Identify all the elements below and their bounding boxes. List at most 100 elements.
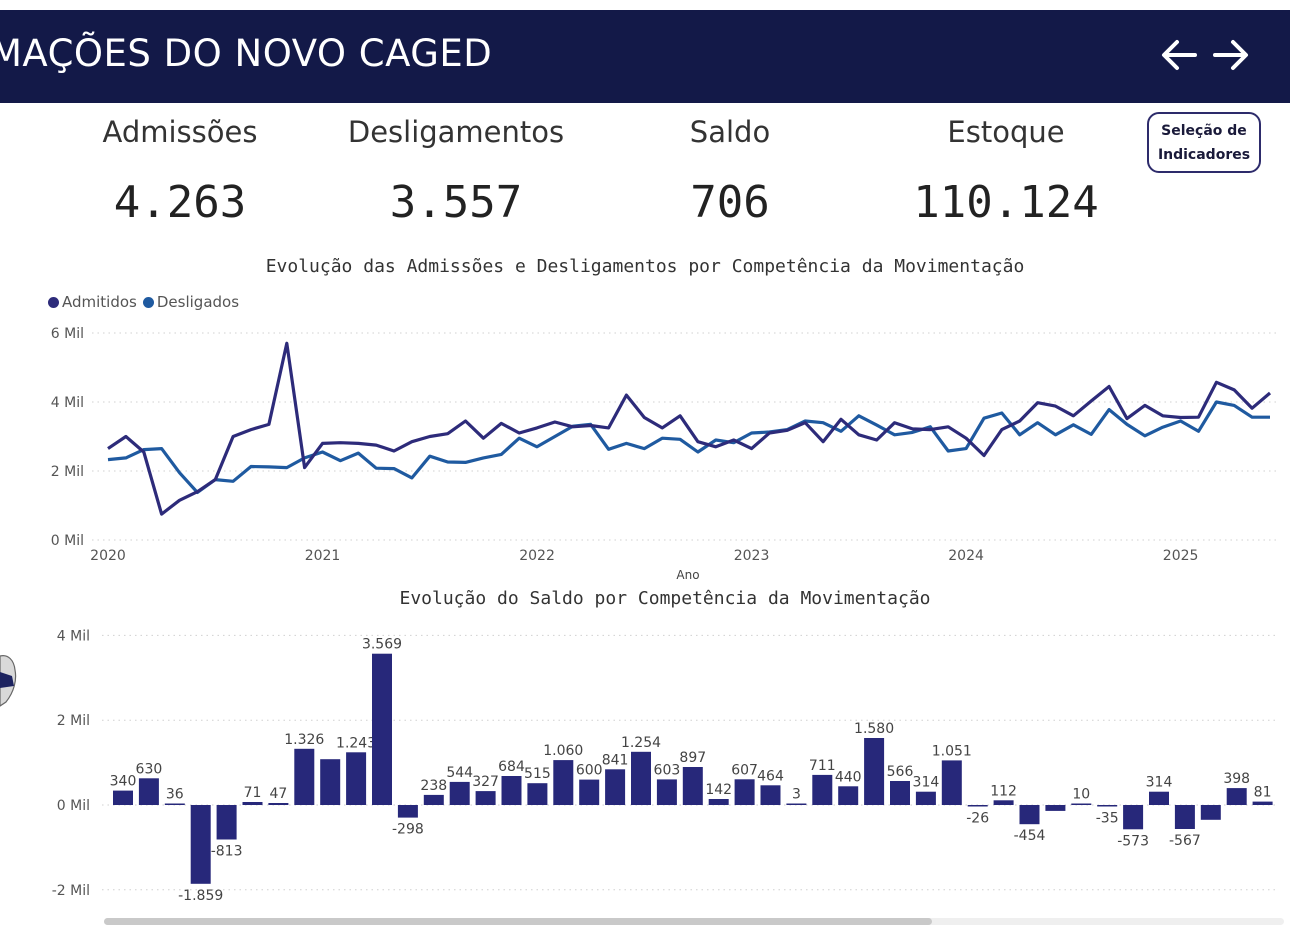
horizontal-scrollbar[interactable]	[104, 918, 1284, 925]
saldo-data-label: 10	[1072, 787, 1090, 803]
saldo-bar[interactable]	[527, 783, 548, 805]
bar-chart-y-tick-label: 0 Mil	[57, 798, 90, 814]
saldo-bar[interactable]	[786, 803, 807, 806]
saldo-bar[interactable]	[372, 653, 392, 805]
bar-chart-y-tick-label: -2 Mil	[52, 883, 90, 899]
saldo-bar[interactable]	[941, 760, 962, 805]
saldo-data-label: -35	[1096, 811, 1119, 827]
saldo-bar[interactable]	[682, 767, 703, 805]
saldo-bar[interactable]	[423, 794, 444, 805]
arrow-right-icon	[1213, 40, 1248, 70]
saldo-data-label: 1.580	[854, 721, 894, 737]
saldo-bar[interactable]	[216, 805, 237, 840]
saldo-bar[interactable]	[320, 759, 341, 805]
saldo-bar[interactable]	[268, 803, 289, 805]
saldo-bar[interactable]	[346, 752, 367, 805]
saldo-bar[interactable]	[449, 781, 470, 805]
line-chart-legend: Admitidos Desligados	[48, 293, 245, 311]
series-line-admitidos[interactable]	[107, 341, 1272, 516]
line-chart-x-tick-label: 2020	[90, 548, 126, 564]
line-chart-y-tick-label: 2 Mil	[51, 464, 84, 480]
saldo-data-label: 566	[887, 764, 914, 780]
saldo-data-label: 71	[244, 785, 262, 801]
bar-chart-y-tick-label: 4 Mil	[57, 628, 90, 644]
saldo-data-label: 630	[136, 761, 163, 777]
saldo-bar[interactable]	[967, 805, 988, 807]
saldo-data-label: -454	[1014, 828, 1046, 844]
saldo-bar[interactable]	[631, 751, 651, 805]
saldo-bar[interactable]	[656, 779, 677, 805]
saldo-bar[interactable]	[1226, 788, 1247, 805]
scrollbar-thumb[interactable]	[104, 918, 932, 925]
kpi-estoque-value: 110.124	[913, 177, 1099, 228]
saldo-bar[interactable]	[553, 760, 574, 805]
legend-item-admitidos[interactable]: Admitidos	[48, 293, 137, 311]
saldo-bar[interactable]	[1149, 791, 1169, 805]
saldo-data-label: 36	[166, 787, 184, 803]
indicator-selection-button[interactable]: Seleção de Indicadores	[1147, 112, 1261, 173]
saldo-bar[interactable]	[1097, 805, 1118, 807]
saldo-data-label: -567	[1169, 833, 1201, 849]
kpi-desligamentos-value: 3.557	[389, 177, 523, 228]
kpi-saldo: Saldo 706	[600, 112, 860, 228]
saldo-data-label: 440	[835, 769, 862, 785]
saldo-bar[interactable]	[475, 791, 496, 805]
saldo-bar[interactable]	[294, 748, 315, 805]
saldo-bar[interactable]	[190, 805, 211, 884]
saldo-bar[interactable]	[734, 779, 755, 805]
saldo-bar[interactable]	[1174, 805, 1195, 829]
series-line-desligados[interactable]	[107, 400, 1270, 494]
saldo-bar[interactable]	[501, 776, 522, 805]
saldo-bar[interactable]	[1045, 805, 1066, 811]
line-chart-y-tick-label: 4 Mil	[51, 395, 84, 411]
saldo-bar[interactable]	[242, 802, 263, 805]
saldo-bar[interactable]	[864, 738, 885, 805]
legend-item-desligados[interactable]: Desligados	[142, 293, 240, 311]
saldo-data-label: 238	[420, 778, 447, 794]
saldo-bar[interactable]	[113, 790, 133, 805]
kpi-admissoes-value: 4.263	[113, 177, 247, 228]
saldo-bar[interactable]	[138, 778, 159, 805]
saldo-bar[interactable]	[838, 786, 859, 805]
saldo-bar[interactable]	[760, 785, 781, 805]
saldo-data-label: 1.060	[543, 743, 583, 759]
header-bar: MAÇÕES DO NOVO CAGED	[0, 10, 1290, 103]
saldo-data-label: 897	[679, 750, 706, 766]
saldo-bar[interactable]	[1252, 801, 1273, 805]
saldo-data-label: 398	[1223, 771, 1250, 787]
line-chart-x-tick-label: 2023	[734, 548, 770, 564]
saldo-data-label: -573	[1117, 833, 1149, 849]
line-chart[interactable]: 0 Mil 2 Mil 4 Mil 6 Mil 2020 2021 2022 2023 2024…	[0, 320, 1290, 590]
saldo-bar[interactable]	[1200, 805, 1221, 820]
back-button[interactable]	[1156, 32, 1202, 78]
saldo-data-label: 3.569	[362, 637, 402, 653]
saldo-bar[interactable]	[1071, 803, 1092, 806]
saldo-bar[interactable]	[812, 774, 833, 805]
legend-dot-admitidos	[48, 296, 59, 308]
saldo-bar[interactable]	[993, 800, 1014, 805]
line-chart-y-tick-label: 6 Mil	[51, 326, 84, 342]
saldo-bar[interactable]	[1123, 805, 1144, 830]
saldo-bar[interactable]	[397, 805, 418, 818]
saldo-bar[interactable]	[164, 803, 185, 806]
saldo-bar[interactable]	[890, 781, 910, 805]
saldo-bar[interactable]	[915, 791, 936, 805]
saldo-data-label: 841	[602, 752, 629, 768]
saldo-data-label: -298	[392, 822, 424, 838]
saldo-bar[interactable]	[605, 769, 626, 805]
saldo-data-label: 314	[913, 775, 940, 791]
line-chart-x-tick-label: 2022	[519, 548, 555, 564]
saldo-data-label: 1.326	[284, 732, 324, 748]
saldo-bar[interactable]	[1019, 805, 1040, 825]
saldo-data-label: -26	[966, 811, 989, 827]
page-title: MAÇÕES DO NOVO CAGED	[0, 32, 493, 75]
saldo-bar[interactable]	[579, 779, 600, 805]
saldo-data-label: 3	[792, 787, 801, 803]
saldo-bar[interactable]	[708, 799, 729, 805]
saldo-data-label: 711	[809, 758, 836, 774]
kpi-estoque-label: Estoque	[947, 115, 1065, 149]
legend-label-desligados: Desligados	[156, 293, 240, 311]
line-chart-title: Evolução das Admissões e Desligamentos p…	[265, 256, 1025, 277]
forward-button[interactable]	[1208, 32, 1254, 78]
